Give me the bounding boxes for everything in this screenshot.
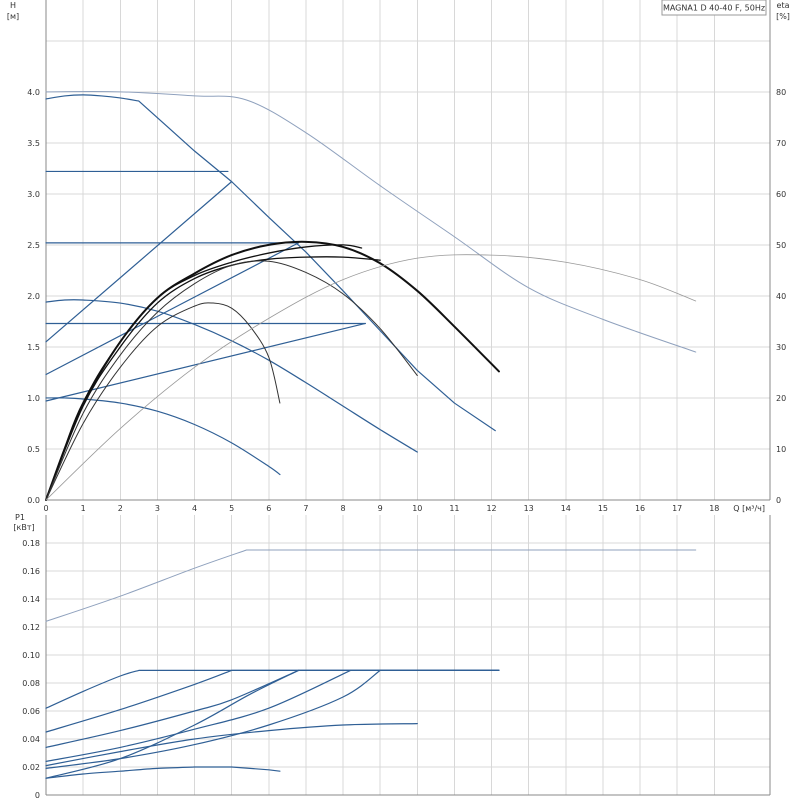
y-tick-label-head: 1.0 <box>27 394 40 403</box>
power-curve-4 <box>45 669 500 762</box>
y-tick-label-head: 1.5 <box>27 343 40 352</box>
y-tick-label-head: 3.0 <box>27 190 40 199</box>
x-tick-label: 3 <box>155 504 160 513</box>
y-axis-label-head: H <box>10 1 16 10</box>
head-curve-5 <box>45 242 300 376</box>
efficiency-curve-15 <box>45 254 697 501</box>
x-tick-label: 10 <box>412 504 422 513</box>
efficiency-curve-13 <box>45 260 418 501</box>
x-tick-label: 4 <box>192 504 197 513</box>
head-curve-9 <box>45 91 697 353</box>
x-axis-label-flow: Q [м³/ч] <box>733 504 765 513</box>
x-tick-label: 13 <box>524 504 534 513</box>
power-curve-2 <box>45 669 500 733</box>
head-curve-0 <box>45 94 496 432</box>
y-tick-label-power: 0.10 <box>22 651 40 660</box>
axis-tick-labels: 0 1 2 3 4 5 6 7 8 9 10 11 12 13 14 15 16 17 180.00.51.01.5… <box>22 88 786 800</box>
y2-tick-label-eta: 80 <box>776 88 786 97</box>
top-plot-grid <box>45 0 771 501</box>
y-axis-unit-power: [кВт] <box>13 523 34 532</box>
y-axis-unit-head: [м] <box>7 12 19 21</box>
y2-tick-label-eta: 60 <box>776 190 786 199</box>
x-tick-label: 5 <box>229 504 234 513</box>
power-curve-5 <box>45 669 500 769</box>
power-curve-0 <box>45 549 697 622</box>
y2-tick-label-eta: 30 <box>776 343 786 352</box>
y-tick-label-power: 0.16 <box>22 567 40 576</box>
x-tick-label: 8 <box>340 504 345 513</box>
y2-tick-label-eta: 0 <box>776 496 781 505</box>
power-curve-3 <box>45 669 500 748</box>
y2-tick-label-eta: 40 <box>776 292 786 301</box>
y-tick-label-head: 4.0 <box>27 88 40 97</box>
y2-tick-label-eta: 70 <box>776 139 786 148</box>
y-tick-label-head: 0.0 <box>27 496 40 505</box>
y2-axis-label-eta: eta <box>777 1 790 10</box>
y-tick-label-power: 0.02 <box>22 763 40 772</box>
efficiency-curve-12 <box>45 256 381 501</box>
power-curves <box>45 549 697 779</box>
y2-axis-unit-eta: [%] <box>776 12 790 21</box>
y2-tick-label-eta: 50 <box>776 241 786 250</box>
power-curve-1 <box>45 669 500 709</box>
efficiency-curve-14 <box>45 302 281 501</box>
x-tick-label: 17 <box>672 504 682 513</box>
x-tick-label: 15 <box>598 504 608 513</box>
chart-legend: MAGNA1 D 40-40 F, 50Hz <box>661 0 767 16</box>
y-tick-label-head: 0.5 <box>27 445 40 454</box>
power-curve-7 <box>45 723 418 767</box>
head-curve-4 <box>45 181 233 343</box>
y-axis-label-power: P1 <box>15 513 25 522</box>
x-tick-label: 2 <box>118 504 123 513</box>
x-tick-label: 7 <box>303 504 308 513</box>
y-tick-label-head: 2.5 <box>27 241 40 250</box>
y-tick-label-power: 0.04 <box>22 735 40 744</box>
chart-title: MAGNA1 D 40-40 F, 50Hz <box>663 4 765 13</box>
power-curve-6 <box>45 669 300 779</box>
y-tick-label-power: 0.08 <box>22 679 40 688</box>
y-tick-label-power: 0.18 <box>22 539 40 548</box>
power-curve-8 <box>45 766 281 779</box>
head-curve-6 <box>45 322 366 402</box>
x-tick-label: 14 <box>561 504 571 513</box>
x-tick-label: 6 <box>266 504 271 513</box>
x-tick-label: 1 <box>81 504 86 513</box>
y-tick-label-power: 0.14 <box>22 595 40 604</box>
y-tick-label-power: 0.06 <box>22 707 40 716</box>
x-tick-label: 0 <box>43 504 48 513</box>
x-tick-label: 16 <box>635 504 645 513</box>
y-tick-label-power: 0.12 <box>22 623 40 632</box>
head-and-efficiency-curves <box>45 91 697 501</box>
y-tick-label-head: 2.0 <box>27 292 40 301</box>
x-tick-label: 18 <box>709 504 719 513</box>
efficiency-curve-11 <box>45 244 363 501</box>
head-curve-7 <box>45 299 418 453</box>
x-tick-label: 9 <box>378 504 383 513</box>
y-tick-label-power: 0 <box>35 791 40 800</box>
legend-box <box>661 0 767 16</box>
x-tick-label: 12 <box>486 504 496 513</box>
bottom-plot-grid <box>45 515 771 796</box>
y2-tick-label-eta: 10 <box>776 445 786 454</box>
head-curve-8 <box>45 397 281 476</box>
y-tick-label-head: 3.5 <box>27 139 40 148</box>
x-tick-label: 11 <box>449 504 459 513</box>
y2-tick-label-eta: 20 <box>776 394 786 403</box>
